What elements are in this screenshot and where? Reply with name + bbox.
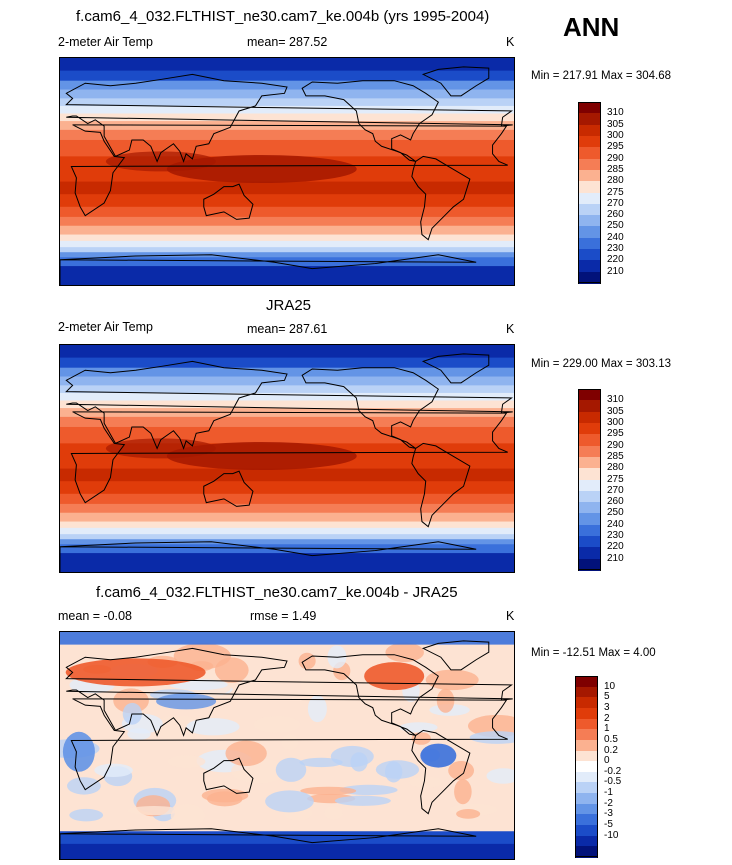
colorbar-tick-label: 10 [604,680,616,692]
panel-obs-units-label: K [506,322,515,336]
colorbar-tick-label: 275 [607,186,624,198]
colorbar-tick-label: -3 [604,808,613,820]
colorbar-tick-label: 275 [607,473,624,485]
colorbar-tick-label: 250 [607,220,624,232]
panel-model-title: f.cam6_4_032.FLTHIST_ne30.cam7_ke.004b (… [76,8,490,25]
colorbar-tick-label: 230 [607,530,624,542]
colorbar-tick-label: 210 [607,552,624,564]
map-field [60,58,514,285]
season-label: ANN [563,12,620,42]
colorbar-tick-label: -10 [604,829,619,841]
colorbar-tick-label: -0.5 [604,776,622,788]
panel-diff-map [59,631,515,860]
panel-diff-colorbar: 10 5 3 2 1 0.5 0.2 0 -0.2 -0.5 -1 -2 -3 -5 -10 [575,676,635,858]
colorbar-tick-label: 290 [607,152,624,164]
colorbar-tick-label: 240 [607,231,624,243]
colorbar-tick-label: 3 [604,701,610,713]
map-field [60,632,514,859]
colorbar-tick-label: 300 [607,416,624,428]
colorbar-tick-label: 250 [607,507,624,519]
panel-obs-map [59,344,515,573]
colorbar-tick-label: -2 [604,797,613,809]
panel-obs-variable-label: 2-meter Air Temp [58,320,153,334]
panel-obs-colorbar: 310 305 300 295 290 285 280 275 270 260 250 240 230 2… [578,389,638,571]
colorbar-tick-label: 295 [607,141,624,153]
colorbar-tick-label: 310 [607,107,624,119]
panel-diff-mean-label: mean = -0.08 [58,609,133,623]
colorbar-tick-label: 305 [607,405,624,417]
colorbar-tick-label: 295 [607,428,624,440]
colorbar-tick-label: 305 [607,118,624,130]
panel-obs-mean-label: mean= 287.61 [247,322,328,336]
colorbar-tick-label: 280 [607,462,624,474]
colorbar-tick-label: 220 [607,254,624,266]
colorbar-tick-label: -5 [604,819,613,831]
panel-obs-minmax: Min = 229.00 Max = 303.13 [531,358,672,370]
colorbar-tick-label: 210 [607,265,624,277]
colorbar-tick-label: -1 [604,787,613,799]
map-field [60,345,514,572]
colorbar-tick-label: 220 [607,541,624,553]
colorbar-tick-label: 270 [607,484,624,496]
colorbar-tick-label: 285 [607,163,624,175]
panel-model-minmax: Min = 217.91 Max = 304.68 [531,70,672,82]
panel-diff-title: f.cam6_4_032.FLTHIST_ne30.cam7_ke.004b -… [96,584,458,601]
colorbar-tick-label: 0.2 [604,744,618,756]
colorbar-tick-label: 5 [604,691,610,703]
panel-model-units-label: K [506,35,515,49]
colorbar-tick-label: 270 [607,197,624,209]
colorbar-tick-label: -0.2 [604,765,622,777]
panel-diff-units-label: K [506,609,515,623]
colorbar-tick-label: 2 [604,712,610,724]
panel-obs-title: JRA25 [266,297,312,314]
colorbar-tick-label: 260 [607,209,624,221]
colorbar-tick-label: 0 [604,755,610,767]
colorbar-tick-label: 0.5 [604,733,618,745]
colorbar-tick-label: 230 [607,243,624,255]
panel-model-mean-label: mean= 287.52 [247,35,328,49]
colorbar-tick-label: 1 [604,723,610,735]
panel-model-variable-label: 2-meter Air Temp [58,35,153,49]
colorbar-tick-label: 285 [607,450,624,462]
colorbar-tick-label: 310 [607,394,624,406]
colorbar-tick-label: 260 [607,496,624,508]
colorbar-tick-label: 280 [607,175,624,187]
colorbar-tick-label: 300 [607,129,624,141]
panel-diff-minmax: Min = -12.51 Max = 4.00 [531,647,656,659]
panel-diff-rmse-label: rmse = 1.49 [250,609,317,623]
panel-model-colorbar: 310 305 300 295 290 285 280 275 270 260 250 240 230 2… [578,102,638,284]
panel-model-map [59,57,515,286]
colorbar-tick-label: 290 [607,439,624,451]
colorbar-tick-label: 240 [607,518,624,530]
